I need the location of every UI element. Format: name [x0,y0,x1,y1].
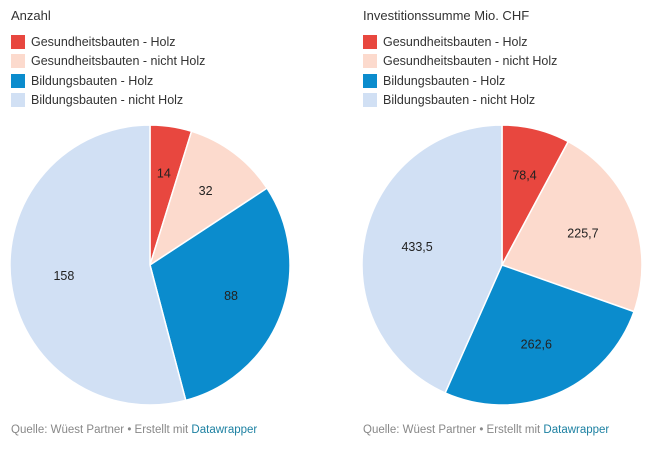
legend-swatch [11,34,25,49]
datawrapper-link[interactable]: Datawrapper [191,424,258,436]
legend-swatch [11,73,25,88]
pie-slice [148,130,269,267]
pie-chart: 14 32 88 158 [9,124,291,406]
pie-slice [361,124,503,394]
legend-label: Bildungsbauten - nicht Holz [383,93,536,108]
pie-slice [444,264,635,406]
legend-label: Gesundheitsbauten - nicht Holz [31,54,206,69]
legend-item: Gesundheitsbauten - nicht Holz [11,52,205,72]
slice-value-label: 225,7 [567,227,598,241]
slice-value-label: 32 [199,184,213,198]
legend-swatch [363,34,377,49]
chart-panel-investment: Investitionssumme Mio. CHF Gesundheitsba… [352,0,653,452]
legend-item: Bildungsbauten - Holz [11,71,205,91]
legend-swatch [11,54,25,69]
legend-item: Gesundheitsbauten - Holz [363,32,557,52]
source-text: Quelle: Wüest Partner • Erstellt mit [11,424,192,436]
legend-swatch [363,54,377,69]
legend-swatch [363,93,377,108]
slice-value-label: 158 [53,269,74,283]
legend: Gesundheitsbauten - Holz Gesundheitsbaute… [11,32,205,110]
legend-item: Gesundheitsbauten - Holz [11,32,205,52]
chart-title: Anzahl [11,8,51,23]
source-note: Quelle: Wüest Partner • Erstellt mit Dat… [11,424,257,436]
legend-label: Gesundheitsbauten - Holz [383,34,528,49]
chart-panel-count: Anzahl Gesundheitsbauten - Holz Gesundhei… [0,0,320,452]
chart-title: Investitionssumme Mio. CHF [363,8,530,23]
pie-slice [9,124,187,406]
legend-item: Bildungsbauten - nicht Holz [363,91,557,111]
legend-swatch [363,73,377,88]
legend-item: Gesundheitsbauten - nicht Holz [363,52,557,72]
pie-chart: 78,4 225,7 262,6 433,5 [361,124,643,406]
legend-label: Bildungsbauten - Holz [383,73,506,88]
legend-item: Bildungsbauten - nicht Holz [11,91,205,111]
legend-label: Bildungsbauten - nicht Holz [31,93,184,108]
legend-label: Gesundheitsbauten - Holz [31,34,176,49]
legend: Gesundheitsbauten - Holz Gesundheitsbaute… [363,32,557,110]
source-note: Quelle: Wüest Partner • Erstellt mit Dat… [363,424,609,436]
legend-swatch [11,93,25,108]
slice-value-label: 262,6 [521,338,552,352]
slice-value-label: 78,4 [512,168,536,182]
slice-value-label: 88 [224,289,238,303]
datawrapper-link[interactable]: Datawrapper [543,424,610,436]
pie-slice [500,140,643,313]
legend-label: Gesundheitsbauten - nicht Holz [383,54,558,69]
slice-value-label: 14 [157,167,171,181]
pie-slice [149,187,291,402]
slice-value-label: 433,5 [401,240,432,254]
source-text: Quelle: Wüest Partner • Erstellt mit [363,424,544,436]
legend-item: Bildungsbauten - Holz [363,71,557,91]
legend-label: Bildungsbauten - Holz [31,73,154,88]
